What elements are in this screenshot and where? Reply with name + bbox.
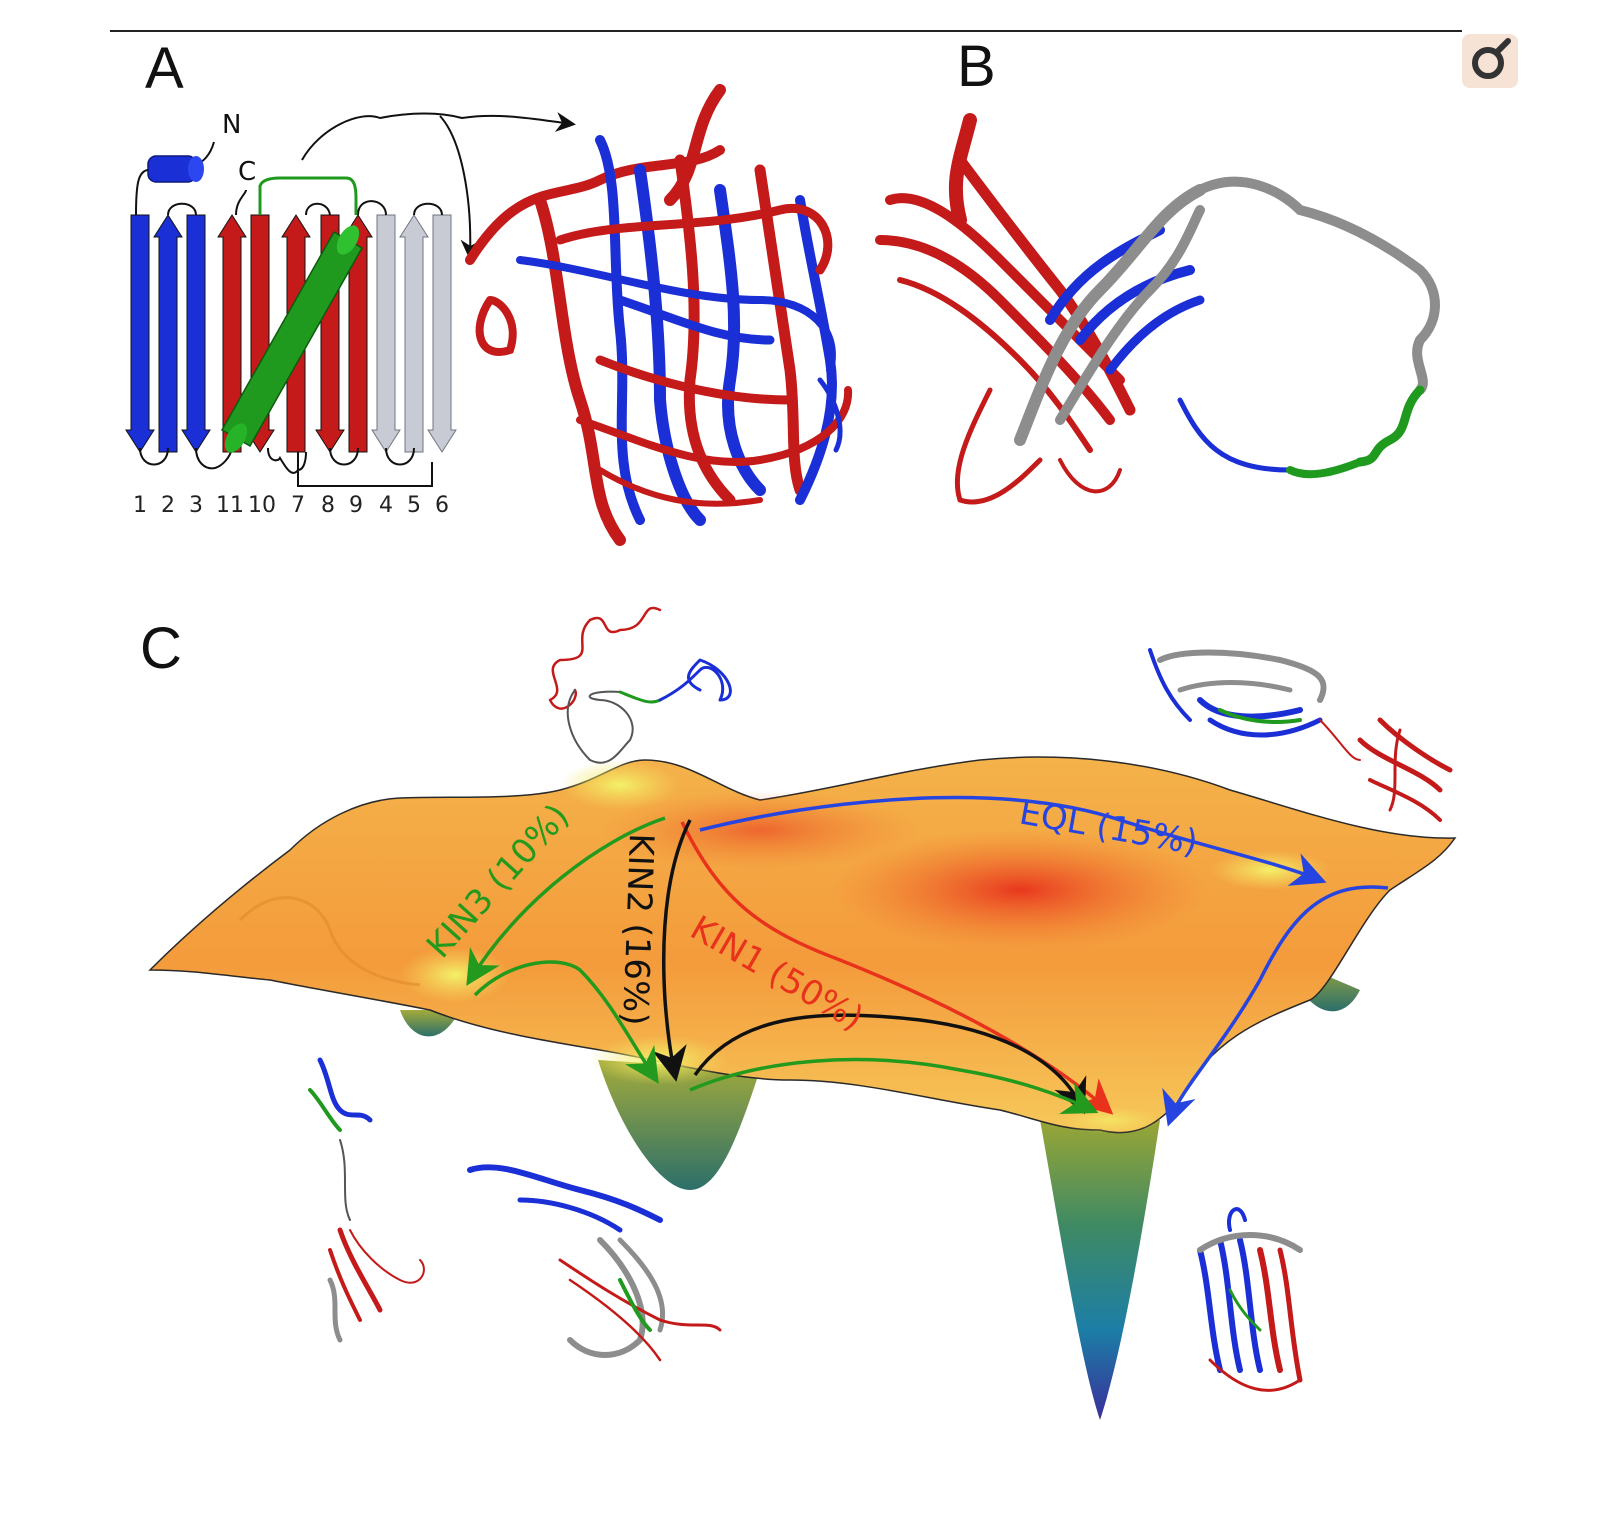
partially-folded-structure-top-right bbox=[1148, 648, 1453, 822]
strand-number-11: 11 bbox=[216, 493, 244, 518]
beta-strand-1 bbox=[125, 214, 155, 453]
magnifier-toggle-icon[interactable] bbox=[1462, 34, 1518, 88]
strand-number-9: 9 bbox=[349, 493, 363, 518]
kin3-arrow-third bbox=[689, 1057, 1099, 1114]
kin3-arrow-second bbox=[473, 960, 659, 1084]
topology-diagram: N C bbox=[125, 110, 576, 518]
strand-number-10: 10 bbox=[248, 493, 276, 518]
kin3-arrow bbox=[466, 816, 666, 986]
strand-number-3: 3 bbox=[189, 493, 203, 518]
central-helix bbox=[220, 225, 364, 453]
beta-strands bbox=[125, 214, 457, 453]
beta-strand-2 bbox=[153, 214, 183, 453]
intermediate-structure-bottom bbox=[467, 1164, 722, 1362]
kin2-arrow bbox=[652, 819, 692, 1082]
pathway-arrows bbox=[466, 795, 1389, 1127]
kin2-arrow-second bbox=[693, 1013, 1087, 1115]
native-structure-bottom-right bbox=[1197, 1207, 1303, 1392]
eql-arrow bbox=[699, 795, 1327, 886]
strand-number-2: 2 bbox=[161, 493, 175, 518]
c-terminus-label: C bbox=[238, 157, 256, 187]
strand-number-5: 5 bbox=[407, 493, 421, 518]
strand-number-7: 7 bbox=[291, 493, 305, 518]
intermediate-structure-cartoon bbox=[875, 113, 1440, 505]
panel-label-b: B bbox=[957, 34, 996, 99]
beta-strand-6 bbox=[427, 214, 457, 453]
strand-number-4: 4 bbox=[379, 493, 393, 518]
folded-structure-cartoon bbox=[465, 84, 853, 546]
panel-label-c: C bbox=[140, 616, 182, 681]
panel-label-a: A bbox=[145, 36, 184, 101]
strand-number-8: 8 bbox=[321, 493, 335, 518]
beta-strand-5 bbox=[399, 214, 429, 453]
beta-strand-4 bbox=[371, 214, 401, 453]
kin2-label: KIN2 (16%) bbox=[614, 833, 661, 1027]
free-energy-landscape bbox=[148, 756, 1457, 1420]
n-terminus-label: N bbox=[222, 110, 241, 140]
strand-number-1: 1 bbox=[133, 493, 147, 518]
unfolded-structure-top bbox=[548, 606, 732, 764]
eql-arrow-second bbox=[1162, 885, 1389, 1127]
beta-strand-3 bbox=[181, 214, 211, 453]
intermediate-structure-left bbox=[308, 1057, 425, 1343]
strand-number-6: 6 bbox=[435, 493, 449, 518]
strand-numbers: 1 2 3 11 10 7 8 9 4 5 6 bbox=[133, 493, 449, 518]
